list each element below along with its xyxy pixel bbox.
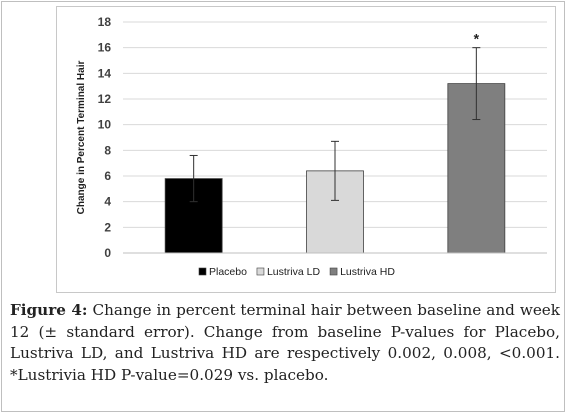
bar-chart: 0 2 4 6 8 10 12 14 16 18 Change in Percent Termina… bbox=[76, 15, 547, 278]
significance-marker: * bbox=[474, 31, 480, 47]
legend-label: Lustriva HD bbox=[340, 266, 395, 278]
legend-swatch bbox=[256, 267, 265, 276]
y-tick-label: 8 bbox=[104, 143, 111, 157]
legend-label: Placebo bbox=[209, 266, 247, 278]
y-tick-label: 0 bbox=[104, 246, 111, 260]
legend-swatch bbox=[329, 267, 338, 276]
legend-swatch bbox=[198, 267, 207, 276]
legend-label: Lustriva LD bbox=[267, 266, 321, 278]
chart-area: 0 2 4 6 8 10 12 14 16 18 Change in Percent Termina… bbox=[56, 6, 556, 293]
caption-label: Figure 4: bbox=[10, 301, 88, 319]
y-tick-label: 14 bbox=[98, 66, 112, 80]
caption-text: Change in percent terminal hair between … bbox=[10, 301, 560, 384]
figure-caption: Figure 4: Change in percent terminal hai… bbox=[10, 300, 560, 386]
y-tick-label: 4 bbox=[104, 195, 111, 209]
y-tick-label: 18 bbox=[98, 15, 112, 29]
y-tick-label: 12 bbox=[98, 92, 112, 106]
y-tick-label: 2 bbox=[104, 220, 111, 234]
y-axis-title: Change in Percent Terminal Hair bbox=[76, 61, 87, 215]
y-tick-label: 10 bbox=[98, 118, 112, 132]
y-tick-label: 6 bbox=[104, 169, 111, 183]
y-tick-label: 16 bbox=[98, 41, 112, 55]
